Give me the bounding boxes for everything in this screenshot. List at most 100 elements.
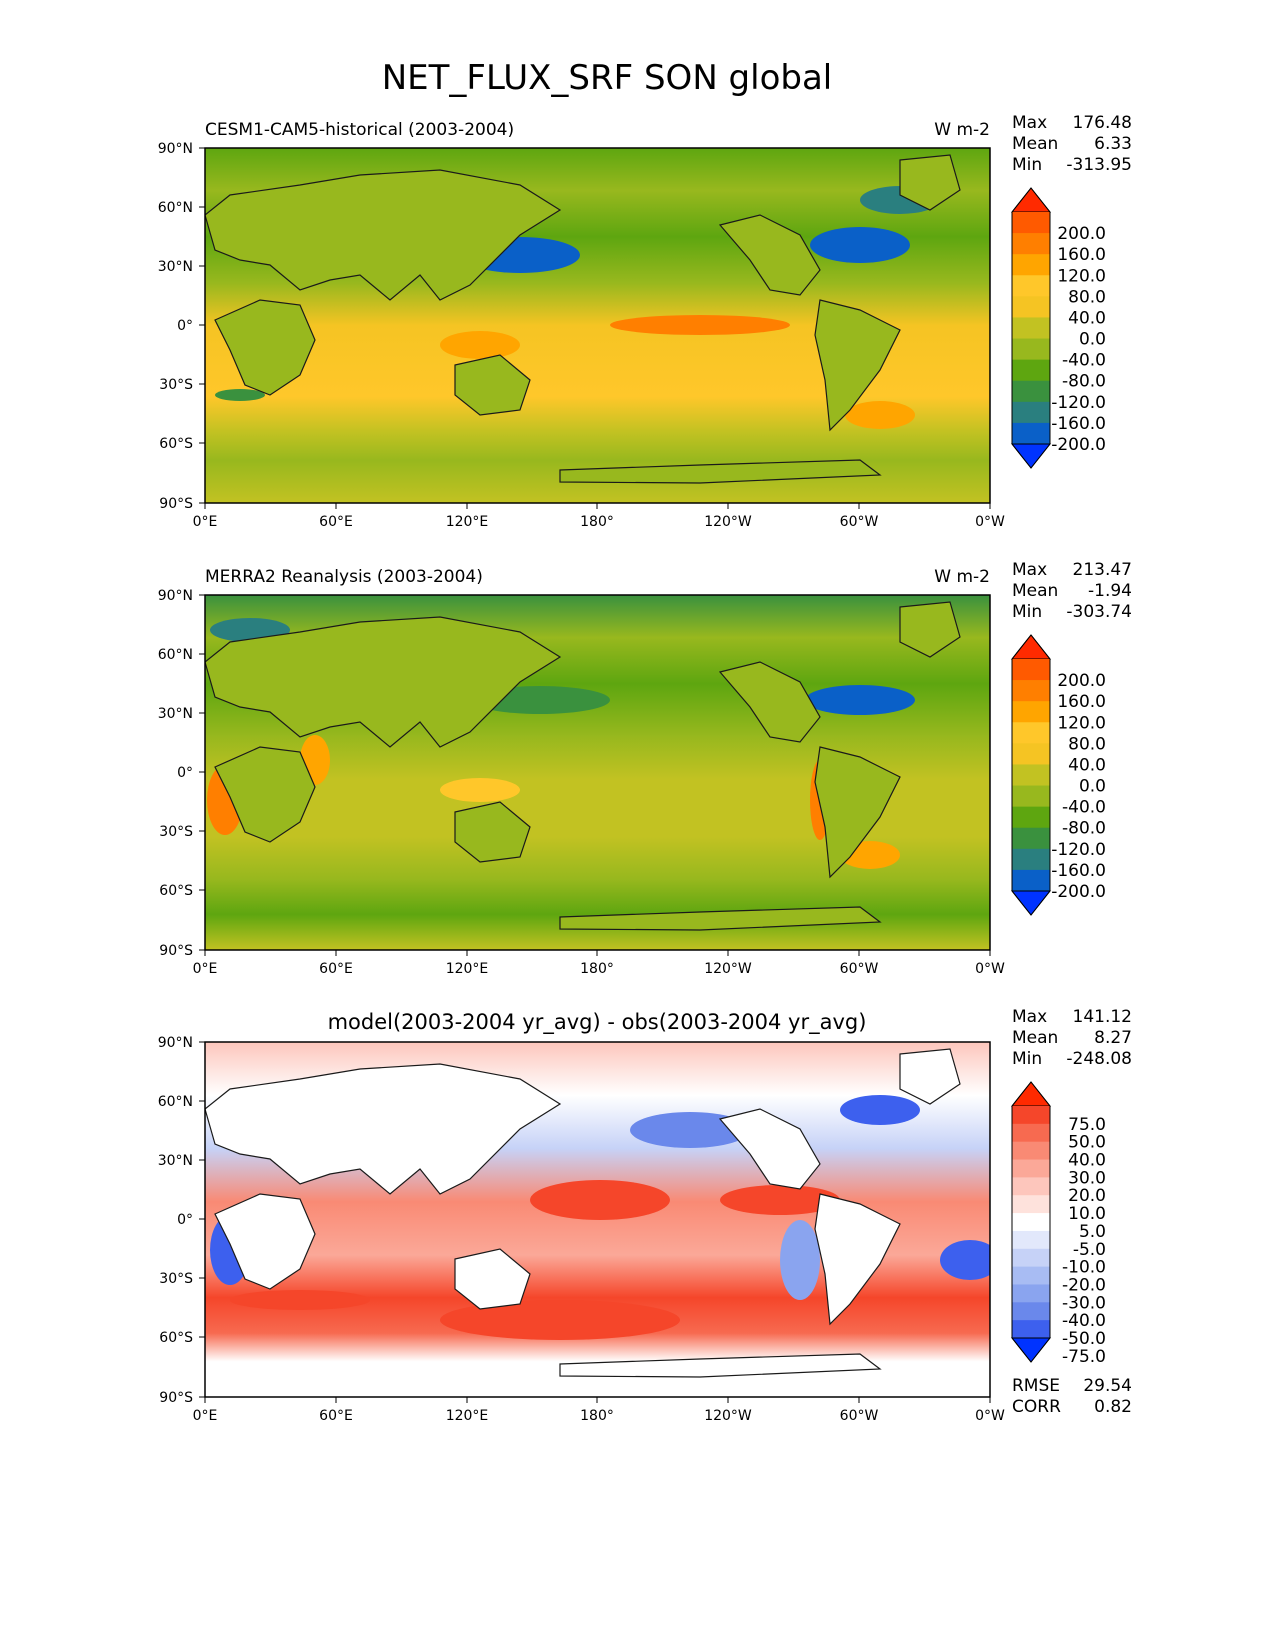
stat-min-label: Min bbox=[1012, 155, 1042, 175]
x-tick: 60°E bbox=[319, 503, 353, 530]
colorbar-band bbox=[1012, 1320, 1050, 1339]
colorbar-band bbox=[1012, 296, 1050, 318]
panel-3-x-axis: 0°E 60°E 120°E 180° 120°W 60°W 0°W bbox=[193, 1397, 1005, 1424]
colorbar-tick-label: -20.0 bbox=[1062, 1275, 1106, 1295]
colorbar-tick-label: 80.0 bbox=[1068, 734, 1106, 754]
stat-mean-value: 6.33 bbox=[1094, 134, 1132, 154]
y-tick-label: 90°N bbox=[158, 588, 193, 604]
colorbar-tick-label: 50.0 bbox=[1068, 1133, 1106, 1153]
y-tick-label: 60°N bbox=[158, 647, 193, 663]
y-tick: 90°S bbox=[159, 943, 205, 959]
colorbar-tick-label: 10.0 bbox=[1068, 1204, 1106, 1224]
y-tick-label: 90°N bbox=[158, 141, 193, 157]
rmse-value: 29.54 bbox=[1083, 1376, 1132, 1396]
colorbar-band bbox=[1012, 275, 1050, 297]
colorbar-tick-label: -75.0 bbox=[1062, 1347, 1106, 1367]
x-tick-label: 120°E bbox=[446, 514, 489, 530]
panel-3-y-axis: 90°N 60°N 30°N 0° 30°S 60°S 90°S bbox=[158, 1035, 205, 1406]
x-tick-label: 60°E bbox=[319, 961, 353, 977]
colorbar-extend-top bbox=[1010, 187, 1052, 213]
colorbar-outline bbox=[1011, 634, 1051, 916]
colorbar-tick-label: 200.0 bbox=[1057, 671, 1106, 691]
x-tick-label: 0°W bbox=[975, 1408, 1005, 1424]
y-tick-label: 30°N bbox=[158, 706, 193, 722]
panel-1-x-axis: 0°E 60°E 120°E 180° 120°W 60°W 0°W bbox=[193, 503, 1005, 530]
rmse-label: RMSE bbox=[1012, 1376, 1060, 1396]
colorbar-tick-label: -160.0 bbox=[1051, 414, 1106, 434]
x-tick-label: 0°E bbox=[193, 961, 218, 977]
y-tick: 90°S bbox=[159, 496, 205, 512]
stat-mean-value: 8.27 bbox=[1094, 1028, 1132, 1048]
y-tick-label: 30°S bbox=[159, 1271, 193, 1287]
x-tick: 60°E bbox=[319, 1397, 353, 1424]
colorbar-band bbox=[1012, 869, 1050, 892]
y-tick-label: 60°S bbox=[159, 1330, 193, 1346]
x-tick: 60°W bbox=[840, 950, 878, 977]
colorbar-outline bbox=[1011, 1081, 1051, 1363]
y-tick: 30°S bbox=[159, 824, 205, 840]
y-tick-label: 30°S bbox=[159, 824, 193, 840]
stat-min-label: Min bbox=[1012, 1049, 1042, 1069]
colorbar-band bbox=[1012, 359, 1050, 382]
x-tick: 0°E bbox=[193, 950, 218, 977]
colorbar-band bbox=[1012, 1213, 1050, 1232]
y-tick: 60°S bbox=[159, 1330, 205, 1346]
x-tick: 180° bbox=[580, 950, 614, 977]
panel-1-y-axis: 90°N 60°N 30°N 0° 30°S 60°S 90°S bbox=[158, 141, 205, 512]
panel-3-title: model(2003-2004 yr_avg) - obs(2003-2004 … bbox=[328, 1010, 867, 1035]
colorbar-band bbox=[1012, 785, 1050, 808]
colorbar-band bbox=[1012, 380, 1050, 403]
y-tick: 60°N bbox=[158, 647, 205, 663]
stat-mean-label: Mean bbox=[1012, 1028, 1058, 1048]
y-tick: 30°S bbox=[159, 1271, 205, 1287]
colorbar-tick-label: -50.0 bbox=[1062, 1329, 1106, 1349]
panel-3-map bbox=[205, 1042, 990, 1397]
y-tick: 0° bbox=[177, 765, 205, 781]
panel-2-title: MERRA2 Reanalysis (2003-2004) bbox=[205, 567, 483, 587]
y-tick: 30°N bbox=[158, 706, 205, 722]
stat-min-label: Min bbox=[1012, 602, 1042, 622]
y-tick: 30°N bbox=[158, 1153, 205, 1169]
panel-2: MERRA2 Reanalysis (2003-2004) W m-2 bbox=[158, 560, 1132, 977]
colorbar-band bbox=[1012, 680, 1050, 702]
x-tick-label: 0°W bbox=[975, 961, 1005, 977]
colorbar-band bbox=[1012, 1230, 1050, 1250]
colorbar-band bbox=[1012, 422, 1050, 445]
x-tick-label: 0°E bbox=[193, 514, 218, 530]
colorbar-tick-label: 80.0 bbox=[1068, 287, 1106, 307]
colorbar-band bbox=[1012, 233, 1050, 255]
y-tick-label: 60°S bbox=[159, 436, 193, 452]
colorbar-tick-label: 200.0 bbox=[1057, 224, 1106, 244]
colorbar-tick-label: -160.0 bbox=[1051, 861, 1106, 881]
stat-mean-label: Mean bbox=[1012, 581, 1058, 601]
y-tick-label: 90°N bbox=[158, 1035, 193, 1051]
colorbar-band bbox=[1012, 848, 1050, 871]
colorbar-band bbox=[1012, 743, 1050, 765]
x-tick-label: 120°W bbox=[704, 1408, 752, 1424]
colorbar-extend-bottom bbox=[1010, 1337, 1052, 1363]
x-tick: 60°W bbox=[840, 503, 878, 530]
y-tick-label: 60°N bbox=[158, 200, 193, 216]
stat-min-value: -313.95 bbox=[1066, 155, 1132, 175]
stat-max-label: Max bbox=[1012, 560, 1047, 580]
y-tick: 60°S bbox=[159, 883, 205, 899]
y-tick-label: 30°N bbox=[158, 1153, 193, 1169]
colorbar-band bbox=[1012, 1195, 1050, 1214]
x-tick-label: 0°W bbox=[975, 514, 1005, 530]
colorbar-tick-label: 0.0 bbox=[1079, 777, 1106, 797]
x-tick-label: 120°W bbox=[704, 961, 752, 977]
panel-3-continents bbox=[205, 1048, 961, 1378]
panel-3-metrics: RMSE 29.54 CORR 0.82 bbox=[1012, 1376, 1132, 1417]
colorbar-band bbox=[1012, 401, 1050, 424]
panel-1-stats: Max 176.48 Mean 6.33 Min -313.95 bbox=[1012, 113, 1132, 175]
colorbar-extend-bottom bbox=[1010, 443, 1052, 469]
y-tick-label: 0° bbox=[177, 765, 193, 781]
colorbar-tick-label: 160.0 bbox=[1057, 692, 1106, 712]
y-tick: 60°S bbox=[159, 436, 205, 452]
x-tick: 0°W bbox=[975, 1397, 1005, 1424]
colorbar-band bbox=[1012, 1177, 1050, 1196]
colorbar-band bbox=[1012, 1159, 1050, 1178]
x-tick: 120°W bbox=[704, 1397, 752, 1424]
stat-min-value: -248.08 bbox=[1066, 1049, 1132, 1069]
colorbar-band bbox=[1012, 827, 1050, 850]
